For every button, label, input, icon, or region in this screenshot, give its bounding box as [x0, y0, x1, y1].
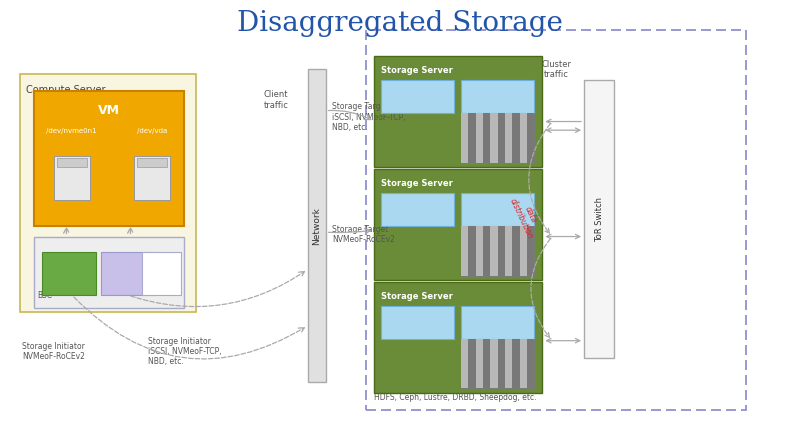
- Text: Storage Server: Storage Server: [381, 179, 453, 188]
- Bar: [54, 156, 90, 200]
- Bar: [42, 252, 96, 295]
- Bar: [20, 74, 196, 312]
- Text: BSC: BSC: [37, 291, 52, 300]
- Text: Storage Target
iSCSI, NVMeoF-TCP,
NBD, etc.: Storage Target iSCSI, NVMeoF-TCP, NBD, e…: [332, 102, 406, 132]
- Bar: [490, 113, 498, 163]
- Bar: [461, 339, 534, 388]
- Bar: [505, 226, 512, 276]
- Bar: [468, 339, 475, 388]
- Bar: [308, 69, 326, 382]
- Bar: [461, 226, 468, 276]
- Bar: [475, 113, 483, 163]
- Text: RNIC or BSC: RNIC or BSC: [478, 207, 517, 212]
- Text: Storage Server: Storage Server: [381, 292, 453, 301]
- Bar: [527, 339, 534, 388]
- Bar: [498, 226, 505, 276]
- Bar: [498, 113, 505, 163]
- Bar: [512, 226, 520, 276]
- Text: Network: Network: [312, 207, 322, 245]
- Text: virtio-blk: virtio-blk: [110, 269, 146, 278]
- Text: Storage Initiator
iSCSI, NVMeoF-TCP,
NBD, etc.: Storage Initiator iSCSI, NVMeoF-TCP, NBD…: [148, 337, 222, 366]
- Bar: [374, 169, 542, 280]
- Bar: [490, 339, 498, 388]
- Bar: [512, 113, 520, 163]
- Bar: [520, 113, 527, 163]
- Text: ToR Switch: ToR Switch: [594, 197, 604, 242]
- Bar: [461, 113, 534, 163]
- Bar: [381, 193, 454, 226]
- Bar: [520, 226, 527, 276]
- Text: Compute Server: Compute Server: [26, 85, 106, 95]
- Bar: [490, 226, 498, 276]
- Text: RNIC or BSC: RNIC or BSC: [478, 320, 517, 325]
- Bar: [461, 339, 468, 388]
- Text: RNIC or BSC: RNIC or BSC: [398, 94, 437, 99]
- Text: /dev/nvme0n1: /dev/nvme0n1: [46, 128, 97, 134]
- Text: Client
traffic: Client traffic: [263, 90, 289, 109]
- Bar: [101, 252, 155, 295]
- Bar: [468, 226, 475, 276]
- Bar: [505, 113, 512, 163]
- Bar: [475, 339, 483, 388]
- FancyArrowPatch shape: [529, 124, 550, 233]
- Text: Storage Initiator
NVMeoF-RoCEv2: Storage Initiator NVMeoF-RoCEv2: [22, 342, 86, 361]
- Text: RNIC or BSC: RNIC or BSC: [478, 94, 517, 99]
- Text: Storage Target
NVMeoF-RoCEv2: Storage Target NVMeoF-RoCEv2: [332, 225, 395, 244]
- Bar: [512, 339, 520, 388]
- Text: RNIC or BSC: RNIC or BSC: [398, 207, 437, 212]
- Bar: [527, 226, 534, 276]
- Bar: [57, 158, 87, 167]
- Bar: [34, 91, 184, 226]
- Bar: [34, 237, 184, 308]
- Bar: [381, 306, 454, 339]
- Bar: [381, 80, 454, 113]
- Text: RNIC or BSC: RNIC or BSC: [398, 320, 437, 325]
- Text: /dev/vda: /dev/vda: [137, 128, 167, 134]
- Bar: [134, 156, 170, 200]
- Bar: [505, 339, 512, 388]
- Text: VM: VM: [98, 104, 120, 117]
- Text: NVMeoF: NVMeoF: [53, 269, 85, 278]
- Bar: [483, 226, 490, 276]
- Bar: [520, 339, 527, 388]
- Bar: [483, 339, 490, 388]
- Bar: [461, 80, 534, 113]
- Bar: [461, 113, 468, 163]
- Bar: [475, 226, 483, 276]
- Bar: [142, 252, 181, 295]
- Text: Disaggregated Storage: Disaggregated Storage: [237, 10, 563, 37]
- Bar: [461, 226, 534, 276]
- Bar: [366, 30, 746, 410]
- Text: Cluster
traffic: Cluster traffic: [541, 60, 571, 79]
- Bar: [137, 158, 167, 167]
- Bar: [498, 339, 505, 388]
- Text: HDFS, Ceph, Lustre, DRBD, Sheepdog, etc.: HDFS, Ceph, Lustre, DRBD, Sheepdog, etc.: [374, 393, 537, 402]
- FancyArrowPatch shape: [531, 239, 550, 337]
- Bar: [483, 113, 490, 163]
- Bar: [461, 306, 534, 339]
- Text: Storage Server: Storage Server: [381, 66, 453, 75]
- Text: IASoC: IASoC: [150, 269, 173, 278]
- Bar: [527, 113, 534, 163]
- Text: Storage Cluster: Storage Cluster: [374, 373, 478, 386]
- Bar: [461, 193, 534, 226]
- Bar: [374, 282, 542, 393]
- Bar: [468, 113, 475, 163]
- Bar: [374, 56, 542, 167]
- Text: data
distribution: data distribution: [507, 193, 544, 241]
- Bar: [584, 80, 614, 358]
